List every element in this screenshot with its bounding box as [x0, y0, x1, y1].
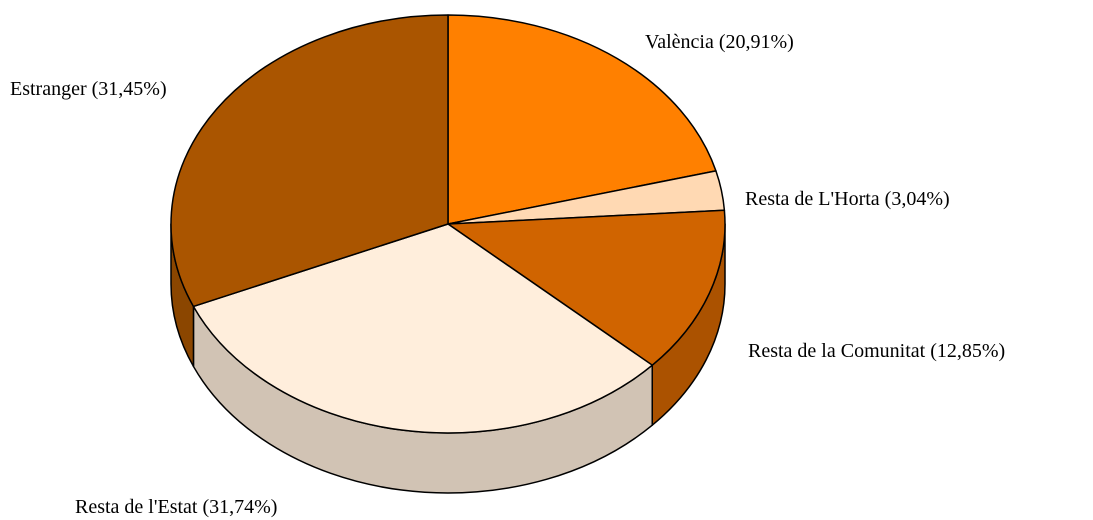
slice-label-value: (3,04%) — [885, 188, 950, 210]
slice — [192, 223, 653, 434]
slice — [447, 14, 717, 225]
slice-label: Resta de l'Estat (31,74%) — [75, 496, 277, 518]
slice-label-name: Resta de l'Estat — [75, 496, 198, 518]
slice — [447, 209, 726, 366]
slice-label-name: Resta de la Comunitat — [748, 340, 926, 362]
slice-label: Estranger (31,45%) — [10, 78, 167, 100]
slice-label-name: Resta de L'Horta — [745, 188, 880, 210]
slice-label-value: (20,91%) — [719, 31, 794, 53]
slice — [170, 14, 449, 308]
slice-label-value: (31,45%) — [92, 78, 167, 100]
slice-label-value: (12,85%) — [930, 340, 1005, 362]
slice-label: Resta de L'Horta (3,04%) — [745, 188, 950, 210]
slice-label-value: (31,74%) — [202, 496, 277, 518]
slice-label: Resta de la Comunitat (12,85%) — [748, 340, 1005, 362]
slice-label-name: València — [645, 31, 714, 53]
slice-label: València (20,91%) — [645, 31, 794, 53]
slice-label-name: Estranger — [10, 78, 87, 100]
